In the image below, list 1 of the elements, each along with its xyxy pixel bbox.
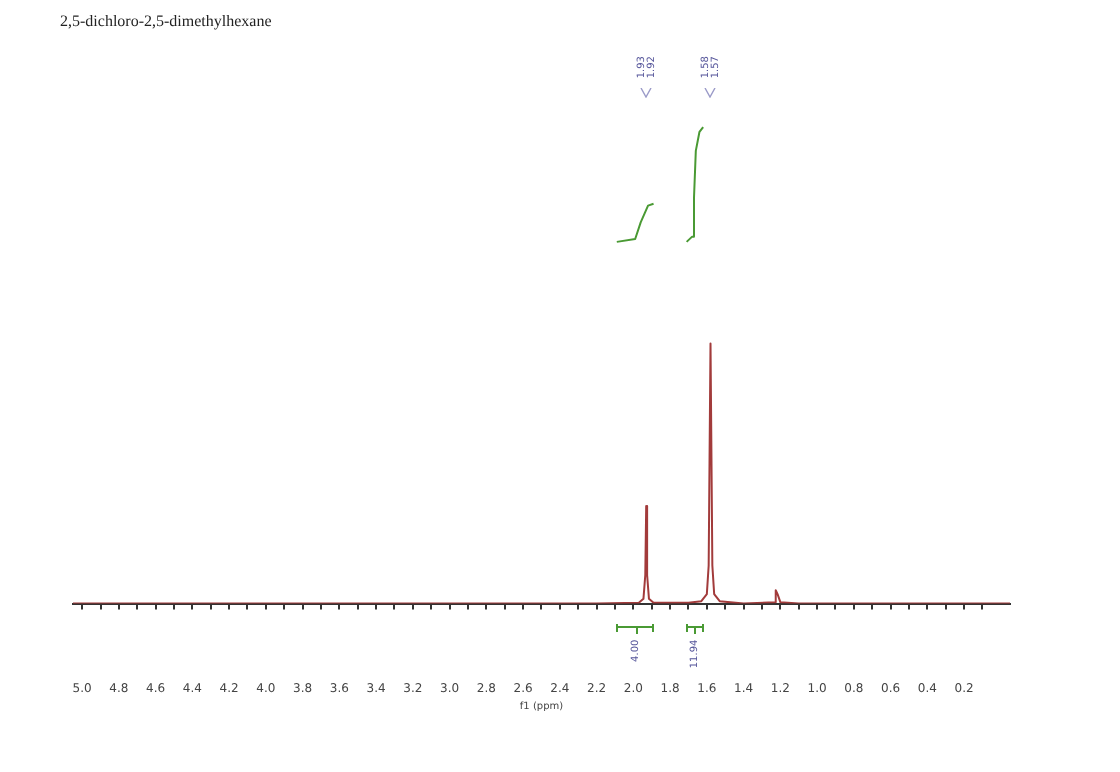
chart-title: 2,5-dichloro-2,5-dimethylhexane bbox=[60, 11, 273, 30]
